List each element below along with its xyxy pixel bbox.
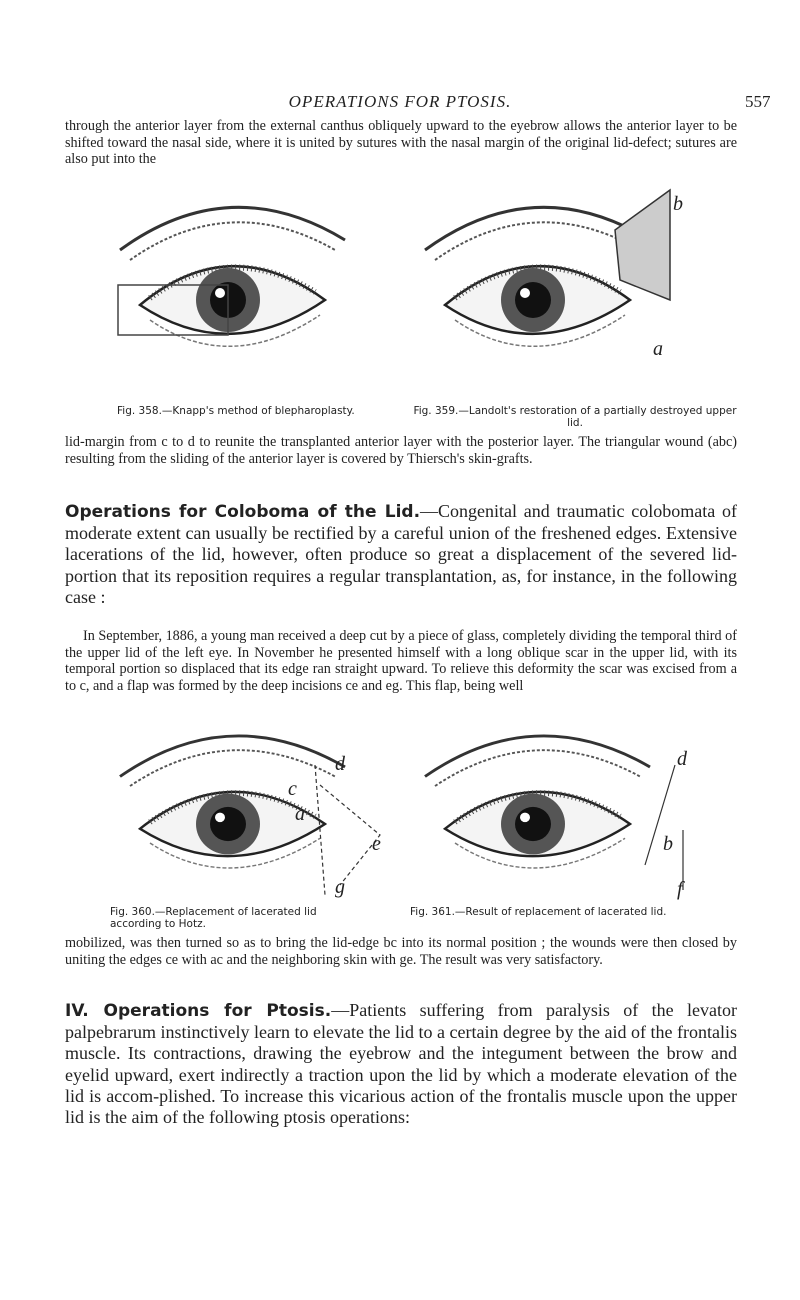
figure-caption: Fig. 360.—Replacement of lacerated lid a… xyxy=(110,906,317,930)
figure-label: a xyxy=(653,338,663,360)
figure-caption: Fig. 358.—Knapp's method of blepharoplas… xyxy=(117,405,355,417)
figure-358 xyxy=(110,180,360,395)
figure-label: a xyxy=(295,803,305,825)
figure-label: e xyxy=(372,833,381,855)
paragraph: mobilized, was then turned so as to brin… xyxy=(65,935,737,968)
figure-caption: Fig. 359.—Landolt's restoration of a par… xyxy=(413,405,737,429)
figure-label: f xyxy=(677,878,685,900)
page-number: 557 xyxy=(745,92,771,111)
figure-label: d xyxy=(677,748,688,770)
figure-label: c xyxy=(288,778,297,800)
section-paragraph: Operations for Coloboma of the Lid.—Cong… xyxy=(65,501,737,608)
figure-label: g xyxy=(335,876,345,898)
section-paragraph: IV. Operations for Ptosis.—Patients suff… xyxy=(65,1000,737,1128)
section-text: —Patients suffering from paralysis of th… xyxy=(65,1000,737,1128)
figure-360: d c a e g xyxy=(110,725,381,898)
figure-359: b a xyxy=(415,188,683,360)
figure-caption: Fig. 361.—Result of replacement of lacer… xyxy=(410,906,667,918)
figure-label: d xyxy=(335,753,346,775)
section-text: —Congenital and traumatic colobomata of … xyxy=(65,501,737,607)
section-heading: Operations for Coloboma of the Lid. xyxy=(65,502,421,522)
figure-label: b xyxy=(663,833,673,855)
case-paragraph: In September, 1886, a young man received… xyxy=(65,628,737,694)
section-heading: IV. Operations for Ptosis. xyxy=(65,1001,332,1021)
figure-label: b xyxy=(673,193,683,215)
running-title: OPERATIONS FOR PTOSIS. xyxy=(288,92,512,111)
paragraph: through the anterior layer from the exte… xyxy=(65,118,737,168)
figure-361: d b f xyxy=(415,725,688,900)
paragraph: lid-margin from c to d to reunite the tr… xyxy=(65,434,737,467)
